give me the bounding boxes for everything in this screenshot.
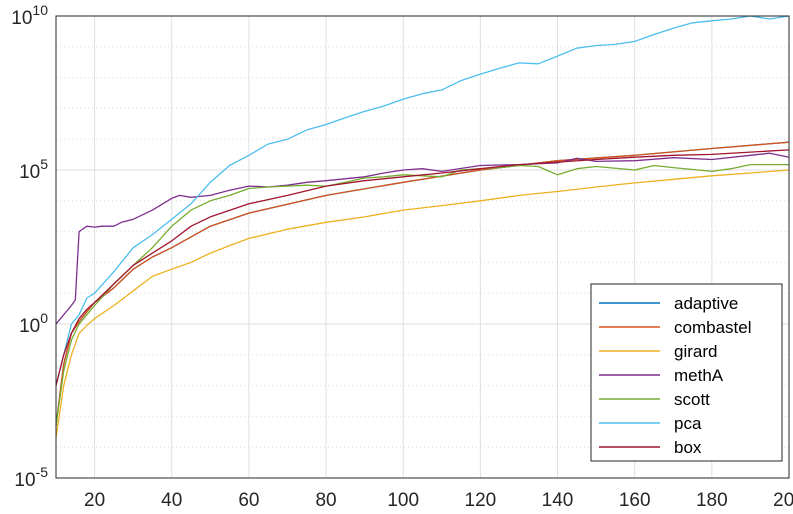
x-tick-label: 140 [542,490,574,511]
x-tick-label: 60 [238,490,259,511]
legend: adaptive combastel girard methA scott pca box [590,283,783,462]
x-tick-label: 160 [619,490,651,511]
plot-frame [55,15,790,479]
series-line-combastel [55,141,790,426]
series-line-pca [55,15,790,386]
x-tick-label: 180 [696,490,728,511]
series-line-box [55,149,790,386]
series-line-girard [55,169,790,438]
legend-label-box: box [674,438,702,457]
legend-label-adaptive: adaptive [674,294,738,313]
x-tick-label: 120 [465,490,497,511]
legend-label-pca: pca [674,414,702,433]
y-tick-label: 10-5 [14,464,48,491]
tick-labels: 20 40 60 80 100 120 140 160 180 200 1010 105 100 10-5 [11,2,793,511]
x-tick-label: 40 [161,490,182,511]
y-tick-label: 105 [19,156,48,183]
x-tick-label: 200 [773,490,793,511]
y-tick-label: 1010 [11,2,48,29]
legend-label-scott: scott [674,390,710,409]
legend-label-girard: girard [674,342,717,361]
x-tick-label: 20 [84,490,105,511]
series-layer [55,15,790,438]
legend-label-combastel: combastel [674,318,751,337]
x-tick-label: 100 [387,490,419,511]
legend-label-methA: methA [674,366,724,385]
legend-box [590,283,783,462]
y-tick-label: 100 [19,310,48,337]
x-tick-label: 80 [315,490,336,511]
